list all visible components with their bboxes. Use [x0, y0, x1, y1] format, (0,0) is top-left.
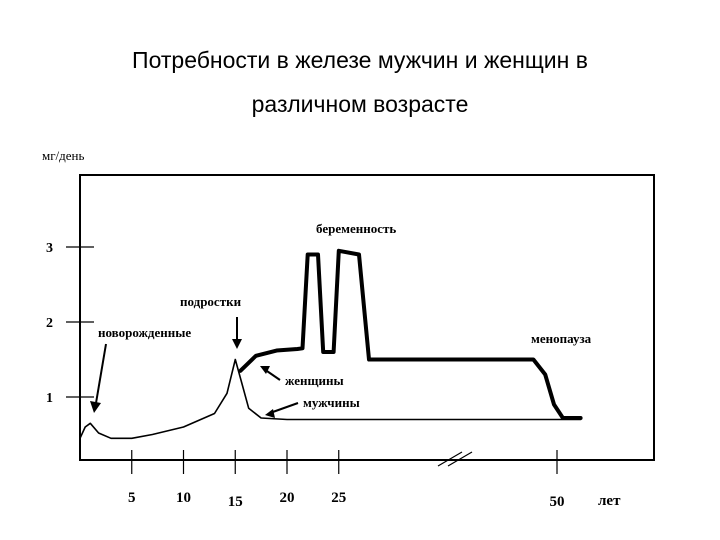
x-tick-label: 15	[228, 494, 243, 510]
y-ticks: 1 2 3	[46, 241, 94, 406]
x-tick-label: 10	[176, 490, 191, 506]
y-axis-unit: мг/день	[42, 148, 85, 163]
annotation-pregnancy: беременность	[316, 221, 396, 236]
axis-break-mark-1	[437, 451, 463, 467]
y-tick-label: 3	[46, 241, 53, 256]
slide-title-line-2: различном возрасте	[251, 91, 469, 117]
arrow-men-head	[265, 409, 275, 418]
y-tick-label: 2	[46, 316, 53, 331]
axis-break-mark-2	[447, 451, 473, 467]
arrow-men	[269, 402, 299, 414]
arrow-women-head	[260, 366, 270, 374]
annotation-women: женщины	[285, 373, 344, 388]
annotation-men: мужчины	[303, 395, 360, 410]
annotation-teens: подростки	[180, 294, 242, 309]
plot-frame	[79, 174, 655, 461]
x-tick-label: 25	[331, 490, 346, 506]
x-tick-label: 20	[280, 490, 295, 506]
annotation-menopause: менопауза	[531, 331, 592, 346]
series-line-men	[79, 358, 582, 440]
series-line-women	[238, 248, 583, 420]
x-tick-label: 50	[550, 494, 565, 510]
slide-title: Потребности в железе мужчин и женщин в р…	[0, 38, 720, 126]
series-lines	[79, 248, 583, 440]
y-tick-label: 1	[46, 391, 53, 406]
x-axis-unit: лет	[598, 493, 621, 509]
x-tick-label: 5	[128, 490, 136, 506]
annotation-newborns: новорожденные	[98, 325, 191, 340]
arrow-newborns	[94, 343, 107, 410]
slide-title-line-1: Потребности в железе мужчин и женщин в	[132, 47, 588, 73]
arrow-newborns-head	[90, 401, 101, 413]
arrow-teens-head	[232, 339, 242, 349]
annotations: беременность подростки новорожденные мен…	[90, 221, 592, 418]
x-ticks: 5 10 15 20 25 50	[128, 450, 565, 510]
